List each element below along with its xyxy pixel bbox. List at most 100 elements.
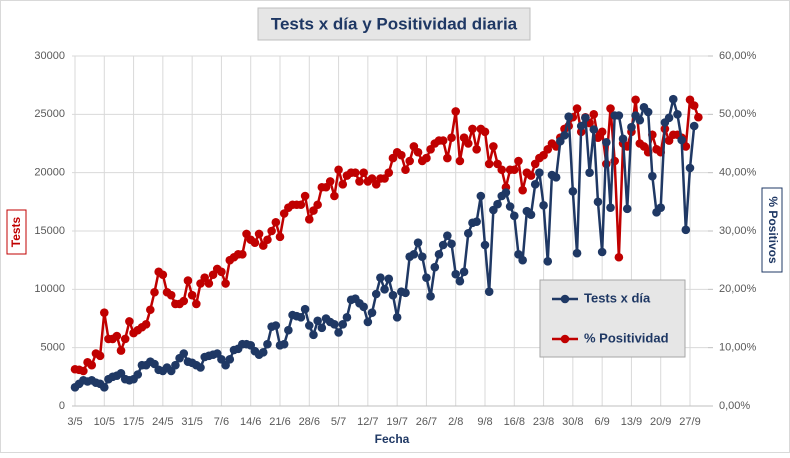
series-marker — [338, 180, 348, 189]
x-tick-label: 27/9 — [679, 416, 700, 428]
y2-tick-label: 40,00% — [719, 167, 757, 179]
series-marker — [116, 346, 126, 355]
series-marker — [572, 248, 582, 258]
series-marker — [79, 366, 88, 376]
legend-label: Tests x día — [584, 290, 651, 305]
y2-tick-label: 0,00% — [719, 400, 750, 412]
series-marker — [463, 139, 473, 148]
series-marker — [484, 159, 494, 169]
y-tick-label: 20000 — [34, 167, 65, 179]
y-tick-label: 15000 — [34, 225, 65, 237]
series-marker — [263, 339, 272, 349]
series-marker — [656, 203, 666, 212]
series-marker — [694, 112, 703, 122]
series-marker — [551, 173, 561, 182]
series-marker — [150, 287, 159, 297]
x-tick-label: 28/6 — [299, 416, 320, 428]
series-marker — [593, 197, 603, 207]
series-marker — [133, 370, 143, 379]
series-marker — [401, 288, 410, 298]
series-marker — [330, 191, 339, 201]
series-marker — [463, 229, 473, 238]
series-marker — [413, 238, 423, 247]
series-marker — [681, 142, 691, 151]
series-marker — [643, 107, 653, 117]
y2-tick-label: 30,00% — [719, 225, 757, 237]
legend-marker — [560, 294, 570, 304]
series-marker — [455, 156, 465, 166]
series-marker — [179, 296, 189, 306]
legend-label: % Positividad — [584, 330, 669, 345]
y-tick-label: 0 — [59, 400, 65, 412]
series-marker — [334, 165, 343, 175]
series-marker — [438, 136, 448, 145]
series-marker — [221, 279, 230, 288]
series-marker — [585, 168, 594, 177]
series-marker — [179, 349, 189, 358]
series-marker — [606, 104, 615, 113]
series-marker — [187, 290, 197, 300]
series-marker — [560, 131, 569, 140]
series-marker — [87, 360, 97, 370]
y2-axis-label: % Positivos — [766, 196, 780, 264]
y2-tick-label: 20,00% — [719, 283, 757, 295]
series-marker — [258, 348, 268, 357]
series-marker — [112, 331, 122, 341]
series-marker — [384, 274, 394, 284]
series-marker — [309, 330, 318, 340]
series-marker — [480, 240, 490, 250]
x-tick-label: 19/7 — [386, 416, 407, 428]
x-tick-label: 21/6 — [269, 416, 290, 428]
y-tick-label: 30000 — [34, 50, 65, 62]
series-marker — [171, 360, 180, 370]
series-marker — [304, 215, 314, 224]
series-marker — [530, 180, 540, 189]
series-marker — [271, 321, 281, 330]
series-marker — [192, 299, 201, 309]
series-marker — [422, 273, 431, 282]
series-marker — [355, 177, 364, 186]
series-marker — [472, 145, 481, 154]
legend-box — [539, 279, 686, 358]
series-marker — [367, 308, 377, 317]
series-marker — [518, 185, 527, 195]
series-marker — [689, 121, 699, 131]
series-marker — [597, 247, 607, 257]
series-marker — [284, 325, 293, 335]
x-tick-label: 20/9 — [650, 416, 671, 428]
series-marker — [673, 110, 682, 119]
x-tick-label: 3/5 — [67, 416, 82, 428]
series-marker — [484, 287, 494, 296]
series-marker — [275, 232, 285, 242]
series-marker — [426, 292, 435, 301]
series-marker — [359, 302, 368, 312]
series-marker — [443, 231, 452, 240]
series-marker — [380, 285, 389, 294]
series-marker — [363, 317, 373, 327]
series-marker — [509, 211, 519, 221]
series-marker — [183, 276, 193, 285]
series-marker — [388, 290, 398, 300]
series-marker — [572, 104, 582, 113]
series-marker — [371, 289, 381, 299]
series-marker — [535, 168, 544, 177]
series-marker — [351, 168, 360, 177]
series-marker — [146, 305, 155, 315]
series-marker — [413, 147, 423, 157]
x-tick-label: 9/8 — [477, 416, 492, 428]
series-marker — [296, 200, 306, 210]
series-marker — [602, 138, 611, 147]
series-marker — [589, 125, 599, 134]
series-marker — [443, 153, 452, 163]
series-marker — [618, 134, 628, 144]
series-marker — [376, 273, 385, 282]
series-marker — [543, 257, 553, 266]
series-marker — [455, 276, 465, 286]
series-marker — [606, 203, 615, 212]
series-marker — [451, 269, 461, 279]
series-marker — [589, 110, 599, 119]
series-marker — [447, 239, 456, 249]
series-marker — [430, 262, 440, 272]
series-marker — [664, 113, 674, 123]
